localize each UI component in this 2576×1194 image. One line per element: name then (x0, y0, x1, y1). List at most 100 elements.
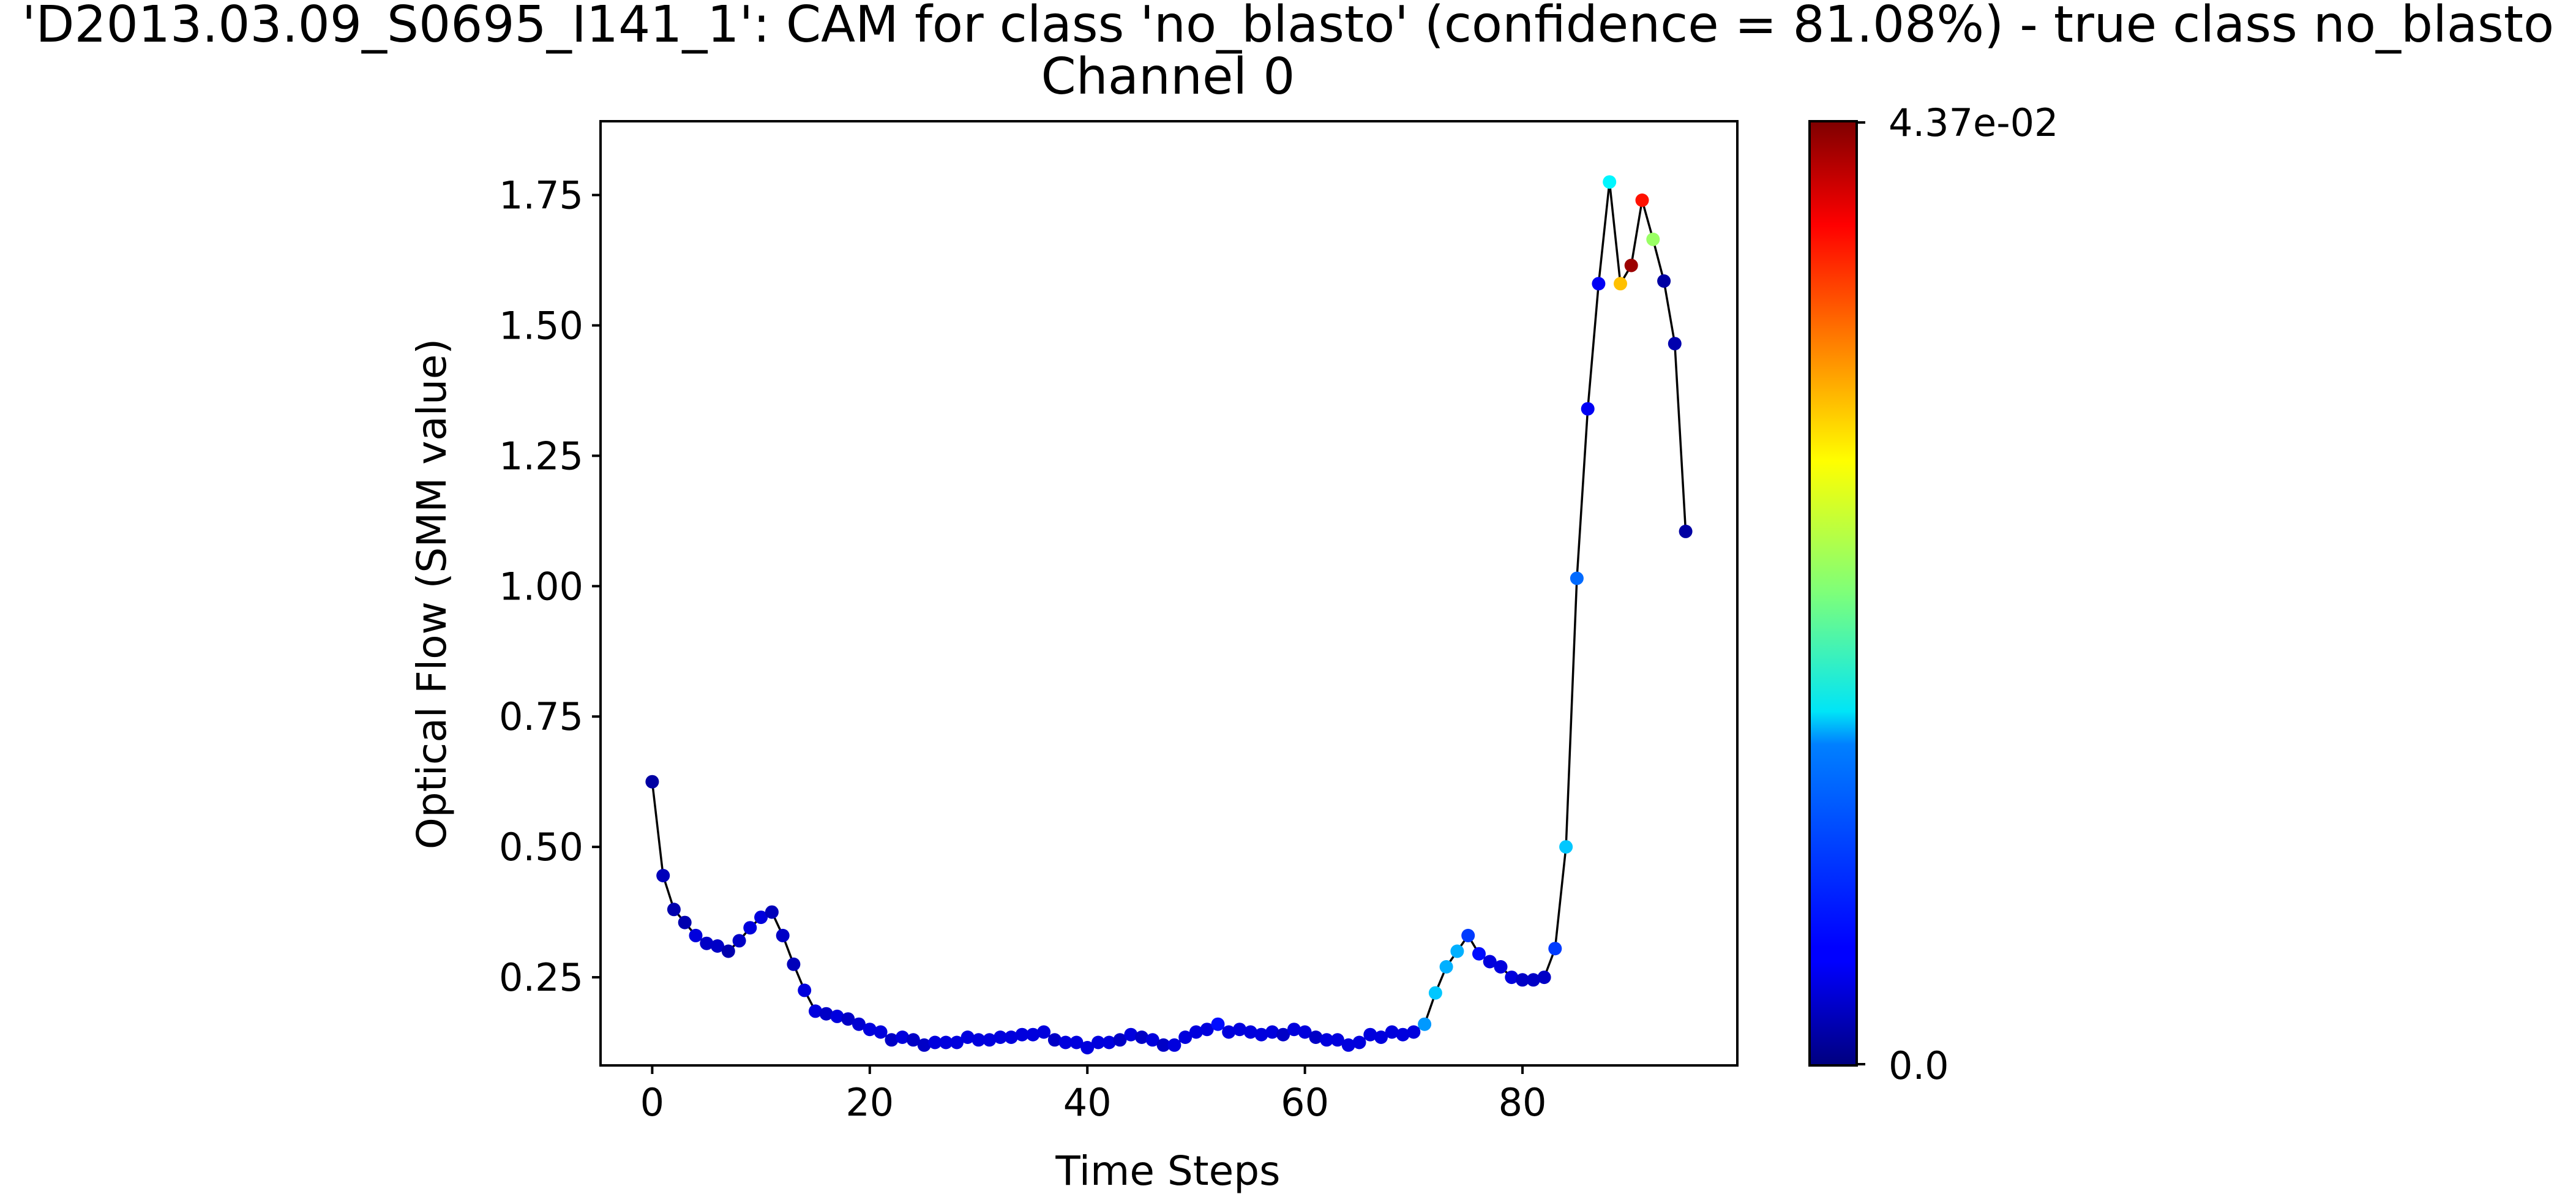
data-point (972, 1033, 986, 1047)
data-point (1298, 1025, 1312, 1039)
data-point (798, 983, 812, 997)
data-point (1363, 1027, 1377, 1042)
x-axis-label: Time Steps (1055, 1147, 1280, 1194)
data-point (1047, 1033, 1061, 1047)
data-point (1559, 840, 1573, 854)
data-point (1080, 1041, 1095, 1054)
data-point (1309, 1031, 1323, 1044)
y-tick-label: 1.75 (499, 173, 583, 218)
data-point (1254, 1027, 1268, 1042)
data-point (776, 928, 790, 942)
data-point (1472, 947, 1486, 961)
data-point (667, 903, 681, 917)
axis-ticks: 0 20 40 60 80 0.25 0.50 0.75 1.00 1.25 1.50 1.75 (499, 173, 1547, 1125)
x-tick-label: 60 (1281, 1080, 1329, 1125)
x-tick-label: 80 (1499, 1080, 1547, 1125)
data-point (1624, 258, 1638, 272)
data-point (754, 911, 768, 925)
data-point (1320, 1033, 1334, 1047)
data-point (863, 1023, 877, 1037)
data-point (721, 944, 735, 958)
data-point (1483, 955, 1497, 969)
data-point (1026, 1027, 1040, 1042)
data-point (841, 1012, 855, 1026)
y-tick-label: 1.50 (499, 303, 583, 348)
data-point (656, 869, 670, 882)
data-point (1102, 1035, 1116, 1049)
data-point (983, 1033, 997, 1047)
y-tick-label: 1.25 (499, 434, 583, 478)
data-point (1058, 1035, 1073, 1049)
data-point (896, 1031, 910, 1044)
data-point (1233, 1023, 1246, 1037)
data-point (1418, 1017, 1432, 1031)
data-point (1004, 1031, 1018, 1044)
data-point (1287, 1023, 1301, 1037)
data-point (1178, 1031, 1193, 1044)
data-point (874, 1025, 888, 1039)
data-point (852, 1017, 866, 1031)
series-line (651, 182, 1687, 1049)
data-point (1091, 1035, 1105, 1049)
data-point (819, 1007, 833, 1021)
data-point (1592, 277, 1606, 291)
colorbar (1808, 120, 1858, 1067)
data-point (939, 1035, 953, 1049)
data-point (906, 1033, 920, 1047)
x-tick-label: 40 (1063, 1080, 1112, 1125)
data-point (885, 1033, 899, 1047)
data-point (1581, 402, 1595, 416)
data-point (1537, 971, 1551, 985)
x-tick-label: 20 (845, 1080, 894, 1125)
data-point (917, 1038, 931, 1052)
data-point (1374, 1031, 1388, 1044)
data-point (689, 928, 703, 942)
data-point (928, 1035, 942, 1049)
data-point (1135, 1031, 1149, 1044)
data-point (1570, 571, 1584, 585)
plot-area (599, 120, 1739, 1067)
data-point (1428, 986, 1442, 1000)
chart-subtitle: Channel 0 (1041, 48, 1295, 106)
data-point (1614, 277, 1627, 291)
data-point (1167, 1038, 1181, 1052)
data-point (1450, 944, 1464, 958)
data-point (1145, 1033, 1159, 1047)
data-point (1276, 1027, 1290, 1042)
data-point (1265, 1025, 1279, 1039)
data-point (1505, 971, 1519, 985)
colorbar-max-label: 4.37e-02 (1889, 100, 2058, 145)
chart-title: 'D2013.03.09_S0695_I141_1': CAM for clas… (22, 0, 2554, 54)
data-point (1603, 175, 1617, 189)
data-point (1037, 1025, 1051, 1039)
data-point (645, 775, 659, 789)
data-point (1124, 1027, 1138, 1042)
data-point (1113, 1033, 1127, 1047)
data-point (1200, 1023, 1214, 1037)
data-point (1222, 1025, 1236, 1039)
data-point (1396, 1027, 1410, 1042)
data-point (1385, 1025, 1399, 1039)
data-point (830, 1009, 844, 1023)
data-point (1189, 1025, 1203, 1039)
data-point (1407, 1025, 1421, 1039)
colorbar-min-label: 0.0 (1889, 1043, 1949, 1088)
data-point (994, 1031, 1008, 1044)
y-tick-label: 0.75 (499, 694, 583, 739)
data-point (732, 934, 746, 948)
y-tick-label: 0.25 (499, 955, 583, 1000)
data-point (950, 1035, 964, 1049)
data-point (1015, 1027, 1029, 1042)
plot-frame (599, 120, 1739, 1067)
y-tick-label: 1.00 (499, 564, 583, 609)
data-point (1657, 274, 1671, 288)
data-point (1341, 1038, 1355, 1052)
data-point (1668, 337, 1682, 351)
data-point (765, 905, 779, 919)
data-point (1461, 928, 1475, 942)
x-tick-label: 0 (640, 1080, 664, 1125)
data-point (1526, 973, 1540, 987)
data-point (787, 957, 801, 971)
data-point (1352, 1035, 1366, 1049)
